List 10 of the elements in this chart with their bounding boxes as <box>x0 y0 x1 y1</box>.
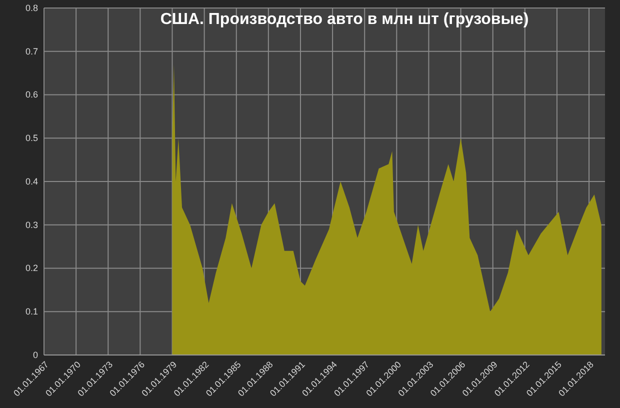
chart-title: США. Производство авто в млн шт (грузовые) <box>160 11 529 28</box>
y-tick-label: 0.3 <box>25 220 38 230</box>
y-tick-label: 0.1 <box>25 306 38 317</box>
y-tick-label: 0.6 <box>25 90 38 100</box>
y-tick-label: 0.2 <box>25 263 38 274</box>
y-tick-label: 0.4 <box>25 176 38 186</box>
y-tick-label: 0.8 <box>25 2 38 13</box>
y-tick-label: 0 <box>32 350 38 360</box>
y-tick-label: 0.7 <box>25 46 38 56</box>
y-tick-label: 0.5 <box>25 133 38 144</box>
